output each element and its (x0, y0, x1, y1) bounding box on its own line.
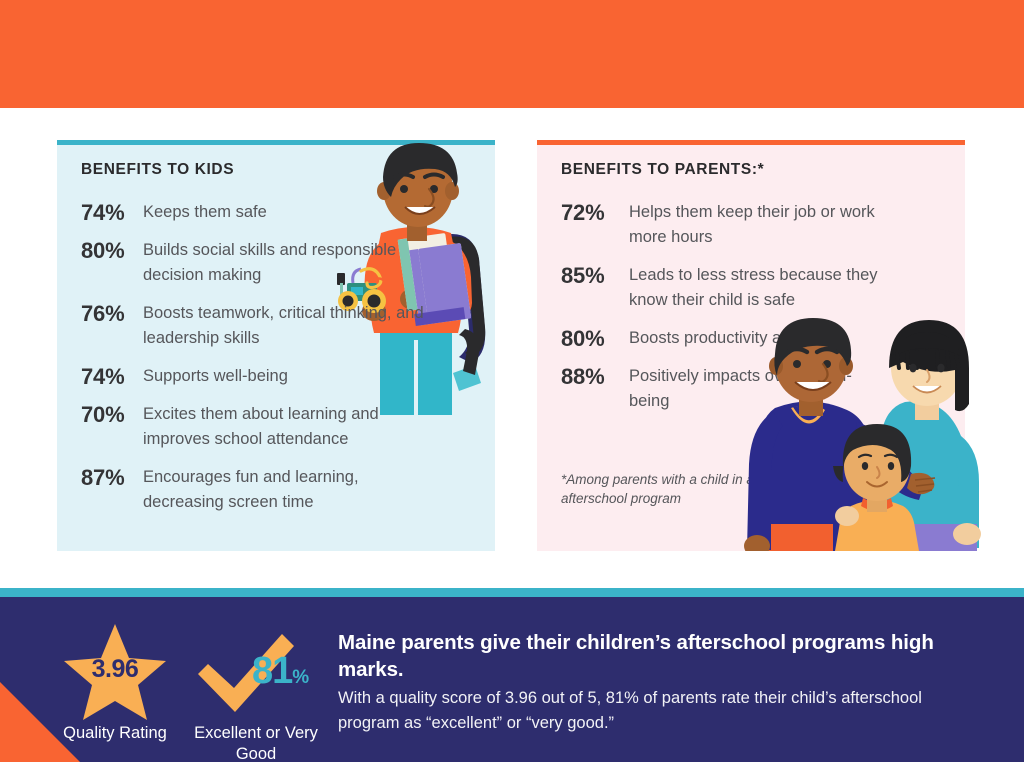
bottom-body-text: With a quality score of 3.96 out of 5, 8… (338, 689, 922, 732)
stat-description: Supports well-being (143, 367, 288, 385)
stat-description: Helps them keep their job or work more h… (629, 203, 875, 246)
stat-percent: 88% (561, 364, 605, 389)
stat-description: Keeps them safe (143, 203, 267, 221)
checkmark-icon (198, 634, 294, 712)
stat-row: 70% Excites them about learning and impr… (81, 402, 431, 452)
stat-row: 80% Builds social skills and responsible… (81, 238, 431, 288)
stat-row: 87% Encourages fun and learning, decreas… (81, 465, 431, 515)
stat-description: Positively impacts overall well-being (629, 367, 852, 410)
kids-card-top-rule (57, 140, 495, 145)
quality-rating-caption: Quality Rating (63, 724, 167, 742)
parents-card-top-rule (537, 140, 965, 145)
quality-rating-badge: 3.96 Quality Rating (56, 622, 174, 744)
stat-description: Excites them about learning and improves… (143, 405, 379, 448)
teal-divider-strip (0, 588, 1024, 597)
excellent-rating-badge: 81% Excellent or Very Good (190, 622, 322, 762)
stat-row: 74% Keeps them safe (81, 200, 431, 225)
benefits-to-parents-card: BENEFITS TO PARENTS:* 72% Helps them kee… (537, 140, 965, 551)
kids-card-title: BENEFITS TO KIDS (81, 161, 235, 178)
star-wrap: 3.96 (63, 622, 167, 721)
excellent-percent-value: 81% (252, 650, 309, 697)
stat-percent: 87% (81, 465, 125, 490)
stat-description: Boosts productivity at work (629, 329, 826, 347)
stat-percent: 74% (81, 200, 125, 225)
bottom-navy-band: 3.96 Quality Rating 81% Excellent or Ver… (0, 597, 1024, 762)
parents-stat-list: 72% Helps them keep their job or work mo… (561, 200, 881, 427)
check-wrap: 81% (190, 622, 322, 721)
kids-stat-list: 74% Keeps them safe 80% Builds social sk… (81, 200, 431, 528)
stat-percent: 80% (81, 238, 125, 263)
bottom-text-block: Maine parents give their children’s afte… (338, 629, 938, 736)
star-icon (64, 624, 166, 720)
excellent-percent-number: 81 (252, 650, 293, 692)
stat-row: 72% Helps them keep their job or work mo… (561, 200, 881, 250)
stat-percent: 85% (561, 263, 605, 288)
stat-description: Encourages fun and learning, decreasing … (143, 468, 359, 511)
stat-percent: 72% (561, 200, 605, 225)
stat-row: 80% Boosts productivity at work (561, 326, 881, 351)
bottom-headline: Maine parents give their children’s afte… (338, 631, 934, 681)
parents-card-footnote: *Among parents with a child in an afters… (561, 472, 762, 506)
stat-percent: 70% (81, 402, 125, 427)
stat-row: 74% Supports well-being (81, 364, 431, 389)
excellent-rating-caption: Excellent or Very Good (194, 724, 318, 762)
stat-percent: 76% (81, 301, 125, 326)
stat-row: 88% Positively impacts overall well-bein… (561, 364, 881, 414)
benefits-to-kids-card: BENEFITS TO KIDS 74% Keeps them safe 80%… (57, 140, 495, 551)
quality-rating-value: 3.96 (91, 655, 139, 683)
stat-percent: 80% (561, 326, 605, 351)
parents-card-title: BENEFITS TO PARENTS:* (561, 161, 765, 178)
stat-row: 85% Leads to less stress because they kn… (561, 263, 881, 313)
rating-badges: 3.96 Quality Rating 81% Excellent or Ver… (56, 622, 322, 762)
stat-row: 76% Boosts teamwork, critical thinking, … (81, 301, 431, 351)
stat-percent: 74% (81, 364, 125, 389)
excellent-percent-sign: % (292, 667, 309, 688)
top-orange-banner (0, 0, 1024, 108)
stat-description: Builds social skills and responsible dec… (143, 241, 397, 284)
stat-description: Leads to less stress because they know t… (629, 266, 878, 309)
orange-corner-triangle (0, 682, 80, 762)
stat-description: Boosts teamwork, critical thinking, and … (143, 304, 424, 347)
